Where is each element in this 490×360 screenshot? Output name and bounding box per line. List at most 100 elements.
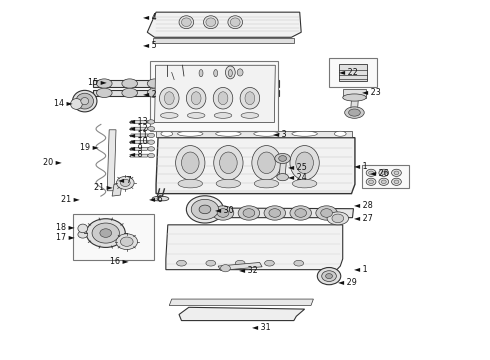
- Ellipse shape: [198, 88, 214, 98]
- Ellipse shape: [214, 69, 218, 77]
- Ellipse shape: [216, 179, 241, 188]
- Text: 15 ►: 15 ►: [89, 78, 107, 87]
- Ellipse shape: [243, 209, 255, 217]
- Ellipse shape: [223, 88, 239, 98]
- Polygon shape: [130, 121, 148, 123]
- Ellipse shape: [203, 16, 218, 29]
- Ellipse shape: [265, 260, 274, 266]
- Text: ◄ 6: ◄ 6: [149, 195, 162, 204]
- Ellipse shape: [191, 199, 219, 220]
- Ellipse shape: [199, 69, 203, 77]
- Ellipse shape: [117, 176, 134, 189]
- Ellipse shape: [368, 180, 373, 184]
- Text: 17 ►: 17 ►: [56, 233, 75, 242]
- Ellipse shape: [181, 18, 191, 27]
- Text: ◄ 8: ◄ 8: [129, 150, 142, 159]
- Polygon shape: [147, 12, 301, 37]
- Ellipse shape: [228, 16, 243, 29]
- Ellipse shape: [290, 145, 319, 180]
- Ellipse shape: [245, 92, 255, 105]
- Ellipse shape: [252, 145, 281, 180]
- Text: 18 ►: 18 ►: [56, 223, 75, 232]
- Ellipse shape: [228, 69, 232, 77]
- Ellipse shape: [157, 197, 169, 201]
- Ellipse shape: [116, 234, 138, 249]
- Polygon shape: [112, 184, 122, 196]
- Ellipse shape: [292, 131, 318, 136]
- Ellipse shape: [327, 212, 348, 225]
- Ellipse shape: [76, 93, 94, 109]
- Text: ◄ 29: ◄ 29: [338, 278, 357, 287]
- Ellipse shape: [97, 88, 112, 98]
- Ellipse shape: [237, 69, 243, 76]
- Ellipse shape: [148, 133, 155, 138]
- Ellipse shape: [148, 153, 155, 158]
- Ellipse shape: [179, 16, 194, 29]
- Ellipse shape: [121, 237, 133, 246]
- Ellipse shape: [187, 113, 205, 118]
- Polygon shape: [130, 134, 148, 137]
- Ellipse shape: [235, 260, 245, 266]
- Ellipse shape: [186, 87, 206, 109]
- Ellipse shape: [164, 92, 174, 105]
- Ellipse shape: [73, 90, 97, 112]
- Ellipse shape: [147, 88, 163, 98]
- Text: 14 ►: 14 ►: [54, 99, 73, 108]
- Ellipse shape: [241, 113, 259, 118]
- Text: ◄ 24: ◄ 24: [288, 173, 307, 182]
- Ellipse shape: [225, 66, 235, 79]
- Polygon shape: [169, 299, 314, 306]
- Ellipse shape: [206, 18, 216, 27]
- Ellipse shape: [214, 145, 243, 180]
- Text: ◄ 1: ◄ 1: [354, 265, 368, 274]
- Ellipse shape: [214, 113, 232, 118]
- Polygon shape: [130, 141, 148, 144]
- Ellipse shape: [254, 131, 279, 136]
- Text: ◄ 4: ◄ 4: [144, 13, 157, 22]
- Polygon shape: [130, 127, 148, 130]
- Bar: [150, 60, 278, 131]
- Polygon shape: [156, 131, 351, 137]
- Text: ◄ 10: ◄ 10: [129, 137, 147, 146]
- Ellipse shape: [206, 260, 216, 266]
- Ellipse shape: [277, 174, 289, 181]
- Ellipse shape: [368, 171, 373, 175]
- Text: ◄ 23: ◄ 23: [362, 87, 381, 96]
- Ellipse shape: [394, 171, 399, 175]
- Ellipse shape: [321, 209, 332, 217]
- Ellipse shape: [290, 206, 312, 220]
- Ellipse shape: [240, 87, 260, 109]
- Ellipse shape: [294, 260, 304, 266]
- Text: ◄ 31: ◄ 31: [252, 323, 271, 332]
- Ellipse shape: [122, 88, 138, 98]
- Ellipse shape: [379, 178, 389, 185]
- Ellipse shape: [148, 126, 155, 131]
- Ellipse shape: [279, 156, 287, 161]
- Text: ◄ 3: ◄ 3: [273, 130, 287, 139]
- Ellipse shape: [295, 209, 307, 217]
- Polygon shape: [279, 159, 287, 177]
- Ellipse shape: [152, 197, 164, 201]
- Text: ◄ 13: ◄ 13: [129, 117, 147, 126]
- Ellipse shape: [381, 180, 386, 184]
- Polygon shape: [155, 65, 275, 123]
- Text: ◄ 9: ◄ 9: [129, 144, 143, 153]
- Ellipse shape: [147, 79, 163, 88]
- Ellipse shape: [199, 205, 211, 214]
- Ellipse shape: [264, 206, 286, 220]
- Ellipse shape: [177, 131, 203, 136]
- Polygon shape: [93, 80, 279, 87]
- Ellipse shape: [249, 88, 265, 98]
- Ellipse shape: [216, 131, 241, 136]
- Ellipse shape: [318, 267, 341, 285]
- Ellipse shape: [212, 206, 234, 220]
- Text: ◄ 26: ◄ 26: [369, 169, 389, 178]
- Ellipse shape: [71, 99, 82, 109]
- Ellipse shape: [269, 209, 281, 217]
- Ellipse shape: [148, 140, 155, 144]
- Text: 19 ►: 19 ►: [80, 143, 98, 152]
- Ellipse shape: [97, 79, 112, 88]
- Polygon shape: [130, 148, 148, 150]
- Ellipse shape: [275, 153, 291, 163]
- Ellipse shape: [172, 88, 188, 98]
